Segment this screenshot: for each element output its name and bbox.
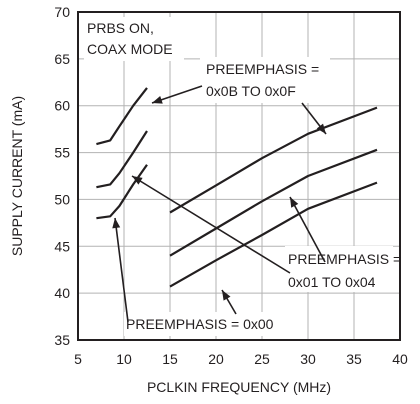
arrow-preemphasis-zero-to-high-freq	[221, 289, 237, 315]
x-tick-label-5: 5	[74, 351, 82, 367]
y-axis-title: SUPPLY CURRENT (mA)	[9, 96, 25, 256]
series-line-zero-high-freq	[169, 181, 378, 288]
y-tick-label-55: 55	[54, 145, 70, 161]
annotations: PRBS ON, COAX MODE PREEMPHASIS = 0x0B TO…	[84, 17, 401, 336]
series-lines	[96, 87, 378, 288]
series-line-zero-low-freq	[96, 164, 148, 220]
label-preemphasis-high-line-1: PREEMPHASIS =	[206, 61, 319, 77]
arrow-preemphasis-high-to-high-freq	[301, 102, 327, 135]
x-tick-label-30: 30	[300, 351, 316, 367]
mode-label-line-1: PRBS ON,	[87, 20, 154, 36]
y-tick-label-65: 65	[54, 51, 70, 67]
y-tick-label-35: 35	[54, 332, 70, 348]
y-tick-label-45: 45	[54, 238, 70, 254]
y-tick-label-40: 40	[54, 285, 70, 301]
x-tick-label-15: 15	[162, 351, 178, 367]
x-axis-title: PCLKIN FREQUENCY (MHz)	[147, 379, 331, 395]
arrow-preemphasis-mid-to-high-freq	[289, 196, 326, 263]
leader-arrows	[112, 85, 327, 323]
y-tick-label-70: 70	[54, 4, 70, 20]
plot-frame	[77, 11, 401, 341]
x-tick-label-40: 40	[392, 351, 408, 367]
x-tick-label-35: 35	[346, 351, 362, 367]
label-preemphasis-zero-background	[124, 312, 284, 336]
label-preemphasis-zero: PREEMPHASIS = 0x00	[126, 316, 274, 332]
label-preemphasis-high-background	[200, 57, 330, 103]
series-line-high-high-freq	[169, 106, 378, 214]
arrow-preemphasis-mid-to-low-freq	[131, 175, 291, 274]
arrow-preemphasis-zero-to-low-freq	[112, 217, 129, 323]
label-preemphasis-high-line-2: 0x0B TO 0x0F	[206, 83, 296, 99]
x-tick-label-20: 20	[208, 351, 224, 367]
mode-label-background	[84, 17, 184, 61]
y-tick-label-60: 60	[54, 98, 70, 114]
tick-labels: 5 10 15 20 25 30 35 40 35 40 45 50 55 60 65 70	[54, 4, 408, 367]
mode-label-line-2: COAX MODE	[87, 41, 173, 57]
arrow-preemphasis-high-to-low-freq	[151, 85, 203, 104]
label-preemphasis-mid-line-2: 0x01 TO 0x04	[288, 274, 376, 290]
series-line-mid-low-freq	[96, 130, 148, 189]
x-tick-label-10: 10	[116, 351, 132, 367]
series-line-high-low-freq	[96, 87, 148, 146]
label-preemphasis-mid-line-1: PREEMPHASIS =	[288, 251, 401, 267]
series-line-mid-high-freq	[169, 148, 378, 257]
x-tick-label-25: 25	[254, 351, 270, 367]
y-tick-label-50: 50	[54, 191, 70, 207]
label-preemphasis-mid-background	[285, 246, 393, 292]
